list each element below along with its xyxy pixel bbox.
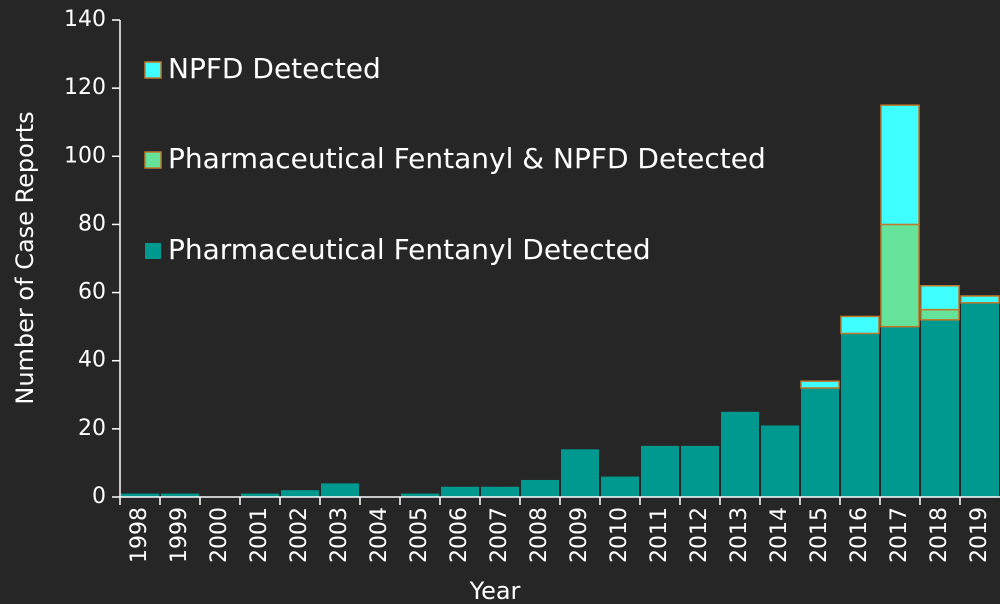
y-tick-label: 120 (64, 75, 106, 100)
legend-swatch (144, 151, 162, 169)
bar-segment (601, 476, 639, 497)
y-tick-label: 40 (78, 348, 106, 373)
bar-segment (441, 486, 479, 497)
bar-segment (241, 493, 279, 497)
x-tick-label: 2002 (287, 507, 312, 563)
x-tick-label: 2003 (327, 507, 352, 563)
bar-segment (121, 493, 159, 497)
bar-segment (801, 387, 839, 497)
bar-segment (481, 486, 519, 497)
bar-segment (800, 380, 840, 389)
bar-segment (721, 411, 759, 497)
y-tick-label: 140 (64, 7, 106, 32)
x-tick-label: 2015 (807, 507, 832, 563)
x-tick-label: 2008 (527, 507, 552, 563)
bar-segment (561, 449, 599, 497)
x-tick-label: 2000 (207, 507, 232, 563)
x-tick-label: 2016 (847, 507, 872, 563)
x-tick-label: 2009 (567, 507, 592, 563)
bar-segment (961, 302, 999, 497)
x-tick-label: 2019 (967, 507, 992, 563)
bar-segment (881, 326, 919, 497)
x-tick-label: 2006 (447, 507, 472, 563)
bar-segment (761, 425, 799, 497)
y-tick-label: 80 (78, 211, 106, 236)
x-tick-label: 2011 (647, 507, 672, 563)
bar-segment (681, 445, 719, 497)
x-tick-label: 2014 (767, 507, 792, 563)
legend-label: NPFD Detected (168, 52, 381, 85)
bar-segment (641, 445, 679, 497)
bar-segment (161, 493, 199, 497)
x-tick-label: 2017 (887, 507, 912, 563)
x-tick-label: 2005 (407, 507, 432, 563)
legend-swatch (144, 61, 162, 79)
x-tick-label: 2013 (727, 507, 752, 563)
y-tick-label: 100 (64, 143, 106, 168)
bar-segment (920, 308, 960, 321)
y-tick-label: 20 (78, 416, 106, 441)
x-tick-label: 2004 (367, 507, 392, 563)
x-tick-label: 2007 (487, 507, 512, 563)
bar-segment (921, 319, 959, 497)
y-tick-label: 60 (78, 280, 106, 305)
bar-segment (880, 104, 920, 226)
x-tick-label: 2001 (247, 507, 272, 563)
bar-segment (401, 493, 439, 497)
x-tick-label: 2018 (927, 507, 952, 563)
bar-segment (840, 315, 880, 335)
x-axis-title: Year (469, 577, 521, 604)
bar-segment (281, 490, 319, 497)
y-tick-label: 0 (92, 484, 106, 509)
legend-swatch (145, 243, 161, 259)
x-tick-label: 1998 (127, 507, 152, 563)
bar-segment (321, 483, 359, 497)
bar-segment (841, 333, 879, 497)
legend-label: Pharmaceutical Fentanyl & NPFD Detected (168, 142, 766, 175)
legend-label: Pharmaceutical Fentanyl Detected (168, 233, 651, 266)
bar-segment (960, 295, 1000, 304)
x-tick-label: 2010 (607, 507, 632, 563)
x-tick-label: 1999 (167, 507, 192, 563)
y-axis-title: Number of Case Reports (11, 111, 39, 404)
bar-segment (521, 479, 559, 497)
bar-segment (920, 285, 960, 311)
bar-segment (880, 223, 920, 328)
x-tick-label: 2012 (687, 507, 712, 563)
